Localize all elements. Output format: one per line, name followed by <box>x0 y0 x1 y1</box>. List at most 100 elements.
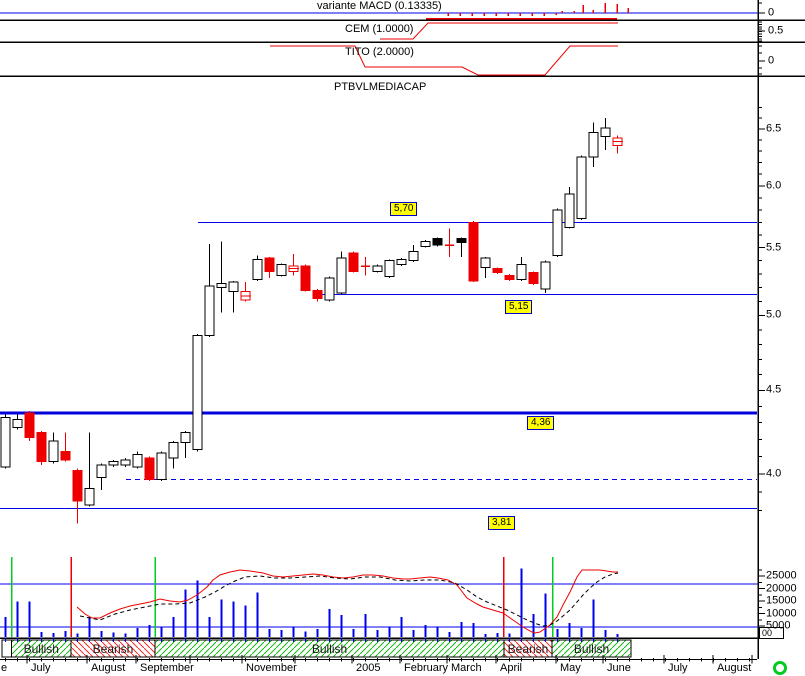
signal-strip-label: Bullish <box>311 642 348 656</box>
price-level-tag: 5,15 <box>505 300 533 314</box>
candle-body <box>0 417 11 468</box>
volume-bar <box>100 631 103 637</box>
volume-bar <box>520 568 523 637</box>
volume-bar <box>208 617 211 637</box>
price-level-tag: 3,81 <box>488 516 516 530</box>
macd-axis-value: 0 <box>768 6 775 19</box>
volume-axis-label: 20000 <box>766 582 797 594</box>
volume-axis-label: 5000 <box>766 619 791 632</box>
candle-body <box>336 257 347 294</box>
signal-strip-label: Bearish <box>507 642 549 656</box>
candle-body <box>540 261 551 290</box>
status-ring-icon <box>773 661 787 675</box>
volume-ma-line <box>76 569 618 634</box>
candle-body <box>552 209 563 257</box>
volume-bar <box>196 580 199 637</box>
volume-bar <box>460 622 463 637</box>
candle-body <box>600 127 611 138</box>
cem-panel-title: CEM (1.0000) <box>345 23 414 35</box>
month-label: July <box>31 662 51 674</box>
price-axis-label: 6.0 <box>766 179 782 192</box>
candle-body <box>588 131 599 158</box>
signal-strip-segment <box>551 639 632 658</box>
candle-body <box>192 335 203 451</box>
candle-body <box>528 272 539 284</box>
candle-body <box>372 265 383 272</box>
month-label: e <box>1 662 8 674</box>
tito-panel-title: TITO (2.0000) <box>345 46 414 58</box>
month-label: March <box>451 662 482 674</box>
candle-body <box>144 457 155 480</box>
volume-bar <box>292 627 295 637</box>
volume-bar <box>64 631 67 637</box>
volume-bar <box>40 632 43 637</box>
volume-bar <box>16 601 19 637</box>
volume-bar <box>532 614 535 637</box>
candle-body <box>252 258 263 280</box>
candle-body <box>324 277 335 301</box>
candle-body <box>72 469 83 502</box>
volume-bar <box>376 630 379 637</box>
volume-bar <box>388 627 391 637</box>
month-label: May <box>560 662 581 674</box>
candle-body <box>84 487 95 506</box>
volume-bar <box>412 630 415 637</box>
volume-bar <box>160 627 163 637</box>
volume-bar <box>268 629 271 637</box>
candle-body <box>492 268 503 274</box>
volume-bar <box>328 609 331 637</box>
candle-body <box>216 282 227 289</box>
price-axis-label: 4.0 <box>766 467 782 480</box>
volume-bar <box>244 605 247 637</box>
candle-body <box>300 265 311 291</box>
volume-bar <box>556 629 559 637</box>
volume-bar <box>148 625 151 637</box>
candle-body <box>276 264 287 276</box>
volume-axis-overlay-box: 00 <box>759 627 784 639</box>
candle-body <box>564 193 575 228</box>
volume-bar <box>604 630 607 637</box>
month-label: September <box>140 662 194 674</box>
candle-body <box>24 412 35 439</box>
volume-bar <box>448 632 451 637</box>
candle-body <box>156 452 167 480</box>
volume-bar <box>220 599 223 637</box>
candle-body <box>312 289 323 300</box>
candle-body <box>420 240 431 247</box>
volume-bar <box>400 617 403 637</box>
price-axis-label: 5.0 <box>766 308 782 321</box>
volume-bar <box>112 632 115 637</box>
volume-bar <box>496 633 499 637</box>
candle-body <box>36 432 47 463</box>
signal-strip-segment <box>1 639 12 658</box>
signal-strip-label: Bullish <box>23 642 59 656</box>
volume-bar <box>28 601 31 637</box>
candle-body <box>228 281 239 293</box>
price-level-tag: 5,70 <box>390 202 418 216</box>
candle-body <box>96 464 107 479</box>
cem-axis-value: 0.5 <box>768 24 784 37</box>
month-label: June <box>607 662 631 674</box>
volume-bar <box>340 615 343 637</box>
month-label: April <box>500 662 523 674</box>
candle-body <box>108 461 119 466</box>
month-label: 2005 <box>356 662 381 674</box>
volume-axis-label: 15000 <box>766 594 797 607</box>
candle-body <box>504 274 515 280</box>
volume-bar <box>508 633 511 637</box>
volume-bar <box>544 593 547 637</box>
volume-bar <box>436 627 439 637</box>
volume-bar <box>184 589 187 637</box>
volume-bar <box>76 633 79 637</box>
volume-bar <box>88 617 91 637</box>
price-axis-label: 4.5 <box>766 383 782 396</box>
candle-body <box>48 440 59 463</box>
month-label: February <box>404 662 449 674</box>
price-axis-label: 5.5 <box>766 241 782 254</box>
candle-body <box>60 450 71 461</box>
volume-bar <box>364 614 367 637</box>
volume-axis-label: 25000 <box>766 569 797 582</box>
candle-body <box>480 257 491 268</box>
